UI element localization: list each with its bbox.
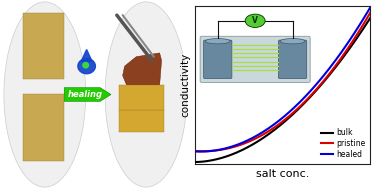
Polygon shape	[119, 85, 164, 110]
Text: healing: healing	[68, 90, 103, 99]
Polygon shape	[81, 50, 92, 61]
Ellipse shape	[4, 2, 86, 187]
FancyBboxPatch shape	[200, 36, 310, 82]
Ellipse shape	[280, 39, 305, 44]
Circle shape	[82, 62, 89, 69]
Polygon shape	[119, 110, 164, 132]
FancyBboxPatch shape	[23, 94, 64, 161]
X-axis label: salt conc.: salt conc.	[256, 169, 309, 179]
Ellipse shape	[105, 2, 187, 187]
FancyBboxPatch shape	[278, 40, 307, 79]
FancyBboxPatch shape	[204, 40, 232, 79]
Circle shape	[245, 14, 265, 27]
Legend: bulk, pristine, healed: bulk, pristine, healed	[320, 127, 367, 161]
Y-axis label: conductivity: conductivity	[181, 53, 191, 117]
FancyBboxPatch shape	[23, 13, 64, 79]
Polygon shape	[122, 53, 161, 85]
Text: V: V	[252, 16, 258, 25]
Polygon shape	[78, 59, 95, 74]
Ellipse shape	[205, 39, 230, 44]
FancyArrow shape	[64, 88, 111, 101]
